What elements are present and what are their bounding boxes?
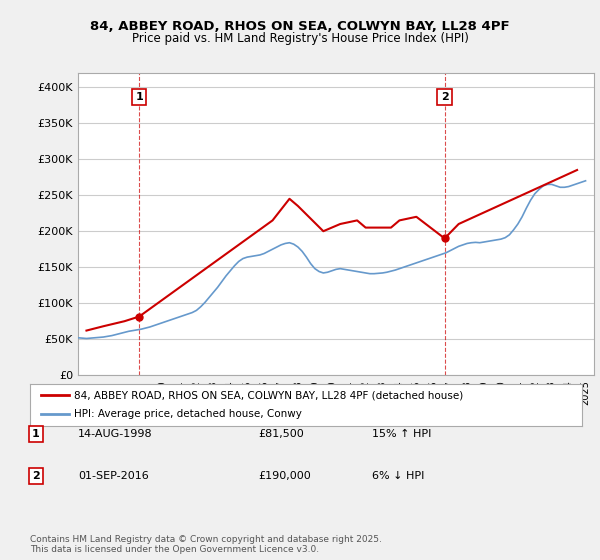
Text: 2: 2 (32, 471, 40, 481)
Text: 01-SEP-2016: 01-SEP-2016 (78, 471, 149, 481)
Text: 14-AUG-1998: 14-AUG-1998 (78, 429, 152, 439)
Text: £190,000: £190,000 (258, 471, 311, 481)
Text: £81,500: £81,500 (258, 429, 304, 439)
Text: 84, ABBEY ROAD, RHOS ON SEA, COLWYN BAY, LL28 4PF: 84, ABBEY ROAD, RHOS ON SEA, COLWYN BAY,… (90, 20, 510, 32)
Text: Price paid vs. HM Land Registry's House Price Index (HPI): Price paid vs. HM Land Registry's House … (131, 32, 469, 45)
Text: 84, ABBEY ROAD, RHOS ON SEA, COLWYN BAY, LL28 4PF (detached house): 84, ABBEY ROAD, RHOS ON SEA, COLWYN BAY,… (74, 390, 463, 400)
Text: 2: 2 (441, 92, 448, 102)
Text: 1: 1 (136, 92, 143, 102)
Text: 1: 1 (32, 429, 40, 439)
Text: 15% ↑ HPI: 15% ↑ HPI (372, 429, 431, 439)
Text: Contains HM Land Registry data © Crown copyright and database right 2025.
This d: Contains HM Land Registry data © Crown c… (30, 535, 382, 554)
Text: 6% ↓ HPI: 6% ↓ HPI (372, 471, 424, 481)
Text: HPI: Average price, detached house, Conwy: HPI: Average price, detached house, Conw… (74, 409, 302, 419)
